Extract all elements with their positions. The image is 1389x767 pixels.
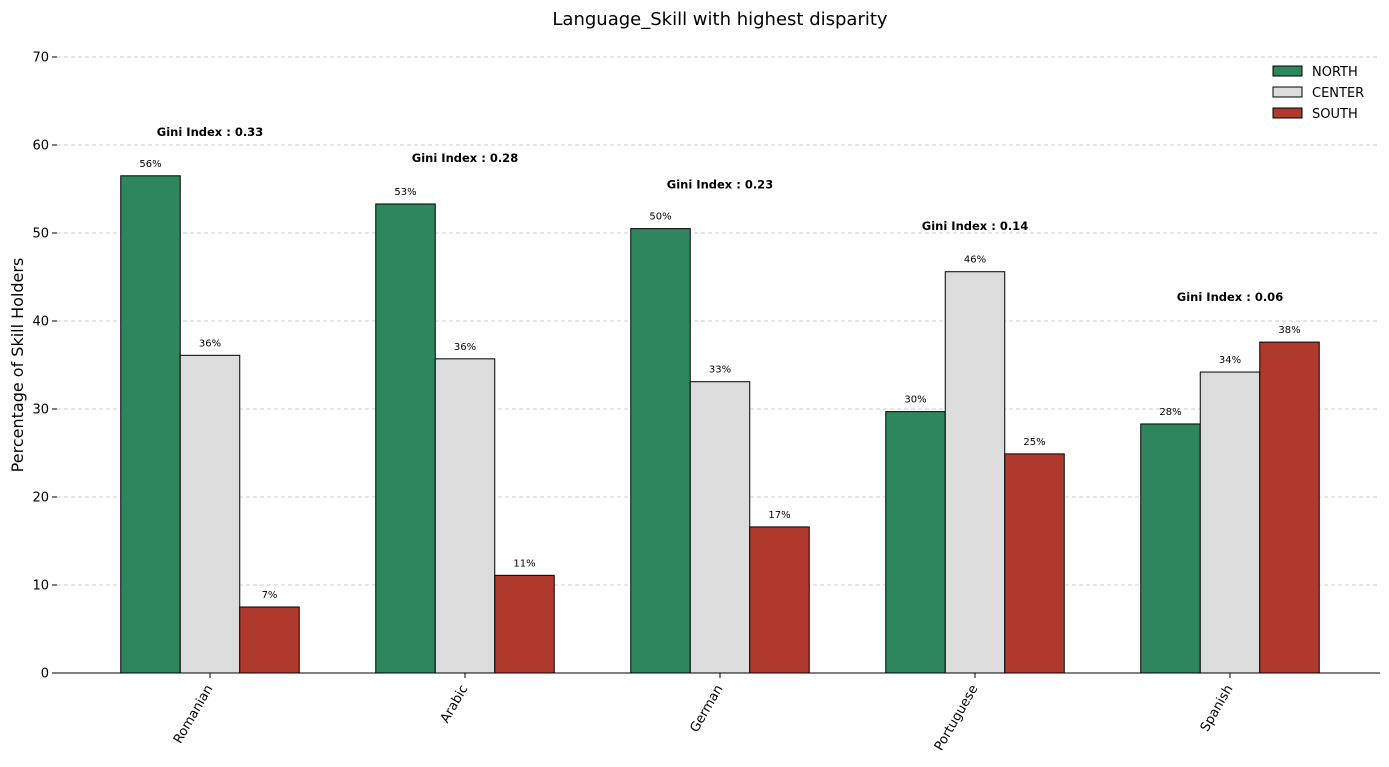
bar-value-label: 38% xyxy=(1278,325,1300,336)
bar-value-label: 28% xyxy=(1159,407,1181,418)
gini-annotation: Gini Index : 0.33 xyxy=(157,125,263,139)
legend-label-north: NORTH xyxy=(1312,65,1358,80)
bar-north xyxy=(375,203,436,674)
bar-center xyxy=(689,381,751,674)
bar-value-label: 50% xyxy=(649,212,671,223)
y-tick-label: 10 xyxy=(32,579,49,594)
bar-center xyxy=(434,358,496,674)
y-axis-label: Percentage of Skill Holders xyxy=(8,258,27,473)
bar-north xyxy=(630,228,691,674)
legend-label-south: SOUTH xyxy=(1312,107,1358,122)
x-tick-label: Portuguese xyxy=(932,683,982,754)
x-tick-label: Spanish xyxy=(1198,683,1237,735)
bar-center xyxy=(1199,371,1261,674)
bar-value-label: 56% xyxy=(139,159,161,170)
bar-south xyxy=(749,526,810,674)
legend-label-center: CENTER xyxy=(1312,86,1364,101)
legend: NORTH CENTER SOUTH xyxy=(1272,65,1364,122)
legend-swatch-north xyxy=(1272,65,1303,77)
bar-value-label: 36% xyxy=(454,342,476,353)
bar-value-label: 11% xyxy=(513,558,535,569)
bar-value-label: 7% xyxy=(262,590,278,601)
bar-value-label: 25% xyxy=(1023,437,1045,448)
bar-north xyxy=(1140,423,1201,674)
bar-south xyxy=(1004,453,1065,674)
gini-annotation: Gini Index : 0.28 xyxy=(412,151,518,165)
bar-center xyxy=(179,354,241,674)
y-tick-label: 20 xyxy=(32,491,49,506)
x-tick-label: German xyxy=(687,683,726,736)
y-tick-label: 0 xyxy=(41,667,49,682)
gini-annotation: Gini Index : 0.14 xyxy=(922,219,1028,233)
bar-value-label: 36% xyxy=(199,338,221,349)
bar-north xyxy=(885,411,946,674)
bar-value-label: 34% xyxy=(1219,355,1241,366)
chart-title: Language_Skill with highest disparity xyxy=(552,9,888,30)
gini-annotation: Gini Index : 0.06 xyxy=(1177,290,1283,304)
y-tick-label: 40 xyxy=(32,315,49,330)
bar-value-label: 17% xyxy=(768,510,790,521)
gini-annotation: Gini Index : 0.23 xyxy=(667,178,773,192)
bar-labels: 56% 36% 7% 53% 36% 11% 50% 33% 17% 30% 46% 25% 28% 34… xyxy=(139,125,1300,601)
bar-south xyxy=(239,606,300,674)
legend-swatch-center xyxy=(1272,86,1303,98)
y-tick-label: 50 xyxy=(32,227,49,242)
y-tick-label: 70 xyxy=(32,51,49,66)
bar-south xyxy=(494,574,555,674)
x-tick-label: Arabic xyxy=(438,683,472,726)
bars xyxy=(120,175,1320,674)
bar-value-label: 46% xyxy=(964,255,986,266)
bar-value-label: 53% xyxy=(394,187,416,198)
y-tick-label: 60 xyxy=(32,139,49,154)
y-tick-label: 30 xyxy=(32,403,49,418)
legend-swatch-south xyxy=(1272,107,1303,119)
bar-center xyxy=(944,271,1006,674)
x-tick-label: Romanian xyxy=(171,683,217,747)
bar-north xyxy=(120,175,181,674)
bar-value-label: 33% xyxy=(709,365,731,376)
bar-south xyxy=(1259,341,1320,674)
bar-value-label: 30% xyxy=(904,395,926,406)
